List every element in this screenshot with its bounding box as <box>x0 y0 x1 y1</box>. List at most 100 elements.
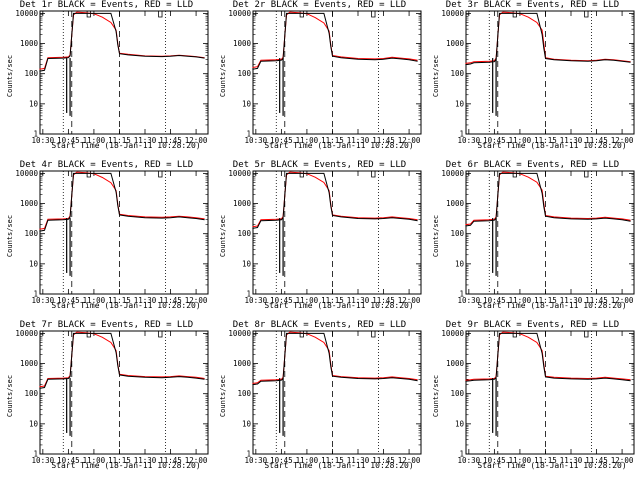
x-tick-label: 11:45 <box>585 136 608 145</box>
y-tick-label: 100 <box>24 389 38 398</box>
x-tick-label: 12:00 <box>398 296 421 305</box>
y-tick-label: 10 <box>242 419 252 428</box>
x-tick-label: 11:30 <box>134 136 157 145</box>
y-tick-label: 10 <box>29 99 39 108</box>
x-tick-label: 11:00 <box>296 136 319 145</box>
chart-svg: 1 10 100 1000 10000 10:30 10:45 11:00 11:15 11:30… <box>15 9 209 145</box>
series-line-events <box>465 172 631 227</box>
plot-frame <box>39 330 209 455</box>
series-line-events <box>39 332 205 389</box>
panel-title: Det 9r BLACK = Events, RED = LLD <box>445 320 620 330</box>
attenuator-bracket <box>512 11 517 18</box>
y-axis-label: Counts/sec <box>6 374 14 418</box>
x-tick-label: 12:00 <box>185 296 208 305</box>
x-tick-label: 11:45 <box>372 456 395 465</box>
chart-svg: 1 10 100 1000 10000 10:30 10:45 11:00 11:15 11:30… <box>441 329 635 465</box>
x-tick-label: 11:15 <box>534 456 557 465</box>
attenuator-bracket <box>512 171 517 178</box>
y-tick-label: 10 <box>242 99 252 108</box>
chart-svg: 1 10 100 1000 10000 10:30 10:45 11:00 11:15 11:30… <box>15 329 209 465</box>
y-tick-label: 100 <box>237 389 251 398</box>
x-tick-label: 11:15 <box>534 296 557 305</box>
series-line-lld <box>252 171 418 228</box>
x-tick-label: 11:15 <box>321 296 344 305</box>
y-tick-label: 10000 <box>228 169 251 178</box>
panel-title: Det 1r BLACK = Events, RED = LLD <box>19 0 194 10</box>
x-tick-label: 12:00 <box>398 136 421 145</box>
x-tick-label: 11:45 <box>159 456 182 465</box>
attenuator-bracket <box>371 11 376 18</box>
x-tick-label: 10:45 <box>270 136 293 145</box>
x-tick-label: 11:45 <box>372 136 395 145</box>
panel-title: Det 7r BLACK = Events, RED = LLD <box>19 320 194 330</box>
x-tick-label: 10:45 <box>483 136 506 145</box>
attenuator-bracket <box>512 331 517 338</box>
y-axis-label: Counts/sec <box>219 54 227 98</box>
x-tick-label: 10:30 <box>458 296 481 305</box>
y-tick-label: 10 <box>29 419 39 428</box>
x-tick-label: 11:30 <box>560 456 583 465</box>
x-tick-label: 10:30 <box>458 456 481 465</box>
y-tick-label: 1000 <box>20 359 39 368</box>
x-tick-label: 11:45 <box>585 456 608 465</box>
y-tick-label: 10 <box>455 99 465 108</box>
detector-panel-4: 1 10 100 1000 10000 10:30 10:45 11:00 11:15 11:30… <box>0 160 213 320</box>
attenuator-bracket <box>158 331 163 338</box>
x-axis-label: Start Time (18-Jan-11 10:28:20) <box>264 141 414 150</box>
x-tick-label: 11:15 <box>534 136 557 145</box>
detector-panel-7: 1 10 100 1000 10000 10:30 10:45 11:00 11:15 11:30… <box>0 320 213 480</box>
y-axis-label: Counts/sec <box>432 214 440 258</box>
x-tick-label: 11:15 <box>108 296 131 305</box>
y-tick-label: 10000 <box>441 329 464 338</box>
y-tick-label: 10000 <box>441 9 464 18</box>
y-tick-label: 100 <box>450 229 464 238</box>
detector-panel-2: 1 10 100 1000 10000 10:30 10:45 11:00 11:15 11:30… <box>213 0 426 160</box>
x-tick-label: 12:00 <box>185 136 208 145</box>
x-tick-label: 10:30 <box>32 456 55 465</box>
x-tick-label: 11:45 <box>372 296 395 305</box>
y-tick-label: 1000 <box>20 39 39 48</box>
plot-frame <box>252 170 422 295</box>
attenuator-bracket <box>371 331 376 338</box>
x-axis-label: Start Time (18-Jan-11 10:28:20) <box>51 141 201 150</box>
y-axis-label: Counts/sec <box>219 374 227 418</box>
detector-panel-5: 1 10 100 1000 10000 10:30 10:45 11:00 11:15 11:30… <box>213 160 426 320</box>
series-line-lld <box>39 171 205 230</box>
y-tick-label: 1000 <box>446 39 465 48</box>
y-tick-label: 10 <box>242 259 252 268</box>
x-tick-label: 12:00 <box>611 296 634 305</box>
series-line-events <box>252 12 418 70</box>
x-tick-label: 11:00 <box>83 136 106 145</box>
y-tick-label: 10000 <box>15 329 38 338</box>
attenuator-bracket <box>299 171 304 178</box>
x-tick-label: 12:00 <box>611 456 634 465</box>
y-tick-label: 1000 <box>233 359 252 368</box>
y-axis-label: Counts/sec <box>6 54 14 98</box>
x-axis-label: Start Time (18-Jan-11 10:28:20) <box>51 301 201 310</box>
y-tick-label: 1 <box>33 130 38 139</box>
x-tick-label: 11:45 <box>585 296 608 305</box>
plot-frame <box>252 10 422 135</box>
x-tick-label: 11:45 <box>159 296 182 305</box>
attenuator-bracket <box>584 11 589 18</box>
y-tick-label: 1 <box>459 290 464 299</box>
x-tick-label: 10:30 <box>245 296 268 305</box>
y-tick-label: 100 <box>24 229 38 238</box>
panel-title: Det 5r BLACK = Events, RED = LLD <box>232 160 407 170</box>
plot-frame <box>465 10 635 135</box>
y-tick-label: 1 <box>459 130 464 139</box>
series-line-lld <box>465 11 631 64</box>
panel-title: Det 3r BLACK = Events, RED = LLD <box>445 0 620 10</box>
chart-svg: 1 10 100 1000 10000 10:30 10:45 11:00 11:15 11:30… <box>15 169 209 305</box>
x-axis-label: Start Time (18-Jan-11 10:28:20) <box>264 461 414 470</box>
x-tick-label: 10:45 <box>270 456 293 465</box>
detector-panel-9: 1 10 100 1000 10000 10:30 10:45 11:00 11:15 11:30… <box>426 320 639 480</box>
x-tick-label: 11:00 <box>296 296 319 305</box>
y-axis-label: Counts/sec <box>432 54 440 98</box>
x-tick-label: 12:00 <box>185 456 208 465</box>
plot-frame <box>252 330 422 455</box>
chart-svg: 1 10 100 1000 10000 10:30 10:45 11:00 11:15 11:30… <box>228 169 422 305</box>
y-tick-label: 100 <box>450 389 464 398</box>
panel-title: Det 6r BLACK = Events, RED = LLD <box>445 160 620 170</box>
